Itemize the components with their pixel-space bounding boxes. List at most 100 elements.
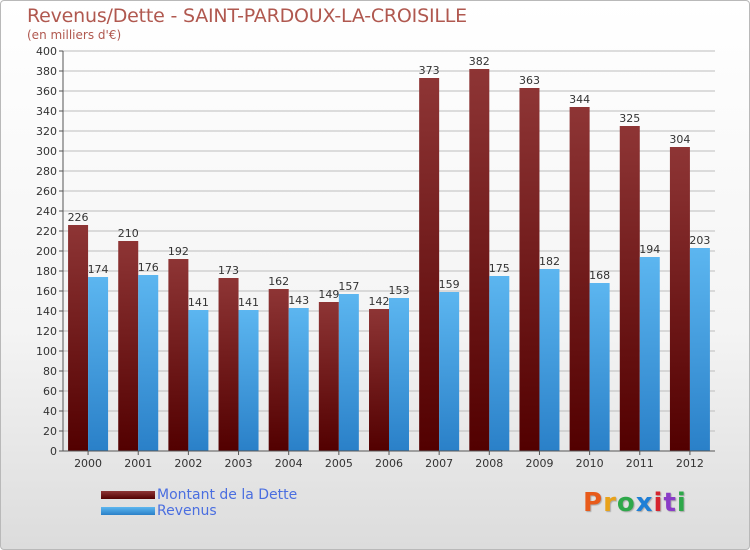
x-tick-label: 2000: [74, 457, 102, 470]
data-label-dette: 226: [68, 211, 89, 224]
data-label-dette: 382: [469, 55, 490, 68]
y-tick-label: 180: [36, 265, 57, 278]
bar-dette: [519, 88, 540, 451]
logo-letter: i: [653, 488, 664, 518]
y-tick-label: 100: [36, 345, 57, 358]
chart-subtitle: (en milliers d'€): [27, 28, 122, 42]
data-label-dette: 162: [268, 275, 289, 288]
y-tick-label: 80: [43, 365, 57, 378]
x-tick-label: 2011: [626, 457, 654, 470]
data-label-dette: 363: [519, 74, 540, 87]
bar-dette: [168, 259, 189, 451]
bar-dette: [469, 69, 490, 451]
data-label-dette: 325: [619, 112, 640, 125]
bar-dette: [669, 147, 690, 451]
logo-letter: r: [603, 488, 617, 518]
bar-revenus: [389, 298, 409, 451]
bar-revenus: [238, 310, 259, 451]
x-tick-label: 2003: [225, 457, 253, 470]
data-label-revenus: 203: [689, 234, 710, 247]
bar-revenus: [589, 283, 610, 451]
bar-revenus: [188, 310, 209, 451]
legend-swatch-debt: [101, 491, 155, 499]
y-tick-label: 160: [36, 285, 57, 298]
bar-revenus: [539, 269, 560, 451]
y-tick-label: 0: [50, 445, 57, 458]
logo-letter: P: [583, 488, 604, 518]
bar-revenus: [138, 275, 159, 451]
data-label-revenus: 153: [389, 284, 410, 297]
data-label-dette: 192: [168, 245, 189, 258]
data-label-revenus: 194: [639, 243, 660, 256]
data-label-revenus: 159: [439, 278, 460, 291]
data-label-dette: 304: [669, 133, 690, 146]
bar-dette: [369, 309, 389, 451]
bar-dette: [118, 241, 139, 451]
data-label-revenus: 157: [338, 280, 359, 293]
bar-revenus: [88, 277, 109, 451]
bar-dette: [619, 126, 640, 451]
x-tick-label: 2002: [174, 457, 202, 470]
data-label-revenus: 141: [188, 296, 209, 309]
y-tick-label: 60: [43, 385, 57, 398]
y-tick-label: 340: [36, 105, 57, 118]
data-label-revenus: 176: [138, 261, 159, 274]
bars: [68, 69, 710, 451]
proxiti-logo: Proxiti: [583, 488, 687, 518]
data-label-dette: 373: [419, 64, 440, 77]
y-tick-label: 360: [36, 85, 57, 98]
chart-title: Revenus/Dette - SAINT-PARDOUX-LA-CROISIL…: [27, 5, 467, 27]
logo-letter: i: [676, 488, 687, 518]
data-label-revenus: 175: [489, 262, 510, 275]
y-tick-label: 20: [43, 425, 57, 438]
bar-dette: [268, 289, 289, 451]
logo-letter: o: [616, 488, 636, 518]
x-tick-label: 2001: [124, 457, 152, 470]
logo-letter: x: [635, 488, 654, 518]
bar-revenus: [639, 257, 660, 451]
bar-revenus: [489, 276, 510, 451]
data-label-revenus: 143: [288, 294, 309, 307]
axes: [62, 51, 715, 452]
bar-dette: [569, 107, 590, 451]
x-axis-ticks: 2000 2001 2002 2003 2004 2005 2006 2007 2008 2009…: [74, 451, 704, 470]
y-tick-label: 400: [36, 45, 57, 58]
bar-revenus: [338, 294, 359, 451]
y-tick-label: 260: [36, 185, 57, 198]
y-axis-ticks: 0 20 40 60 80 100 120 140 160 180 200 220 240 260 280 3…: [36, 45, 63, 458]
x-tick-label: 2012: [676, 457, 704, 470]
y-tick-label: 200: [36, 245, 57, 258]
bar-revenus: [439, 292, 460, 451]
bar-dette: [318, 302, 339, 451]
data-label-dette: 149: [318, 288, 339, 301]
y-tick-label: 320: [36, 125, 57, 138]
x-tick-label: 2006: [375, 457, 403, 470]
y-tick-label: 140: [36, 305, 57, 318]
data-label-dette: 210: [118, 227, 139, 240]
data-label-revenus: 168: [589, 269, 610, 282]
data-label-dette: 173: [218, 264, 239, 277]
legend-label-revenus: Revenus: [157, 503, 217, 519]
data-label-revenus: 182: [539, 255, 560, 268]
x-tick-label: 2010: [576, 457, 604, 470]
bar-dette: [68, 225, 89, 451]
y-tick-label: 220: [36, 225, 57, 238]
y-tick-label: 120: [36, 325, 57, 338]
legend-swatch-revenus: [101, 507, 155, 515]
data-label-revenus: 174: [88, 263, 109, 276]
x-tick-label: 2009: [525, 457, 553, 470]
data-label-dette: 344: [569, 93, 590, 106]
x-tick-label: 2004: [275, 457, 303, 470]
data-label-revenus: 141: [238, 296, 259, 309]
bar-revenus: [689, 248, 710, 451]
bar-dette: [419, 78, 440, 451]
legend-label-debt: Montant de la Dette: [157, 487, 298, 503]
y-tick-label: 300: [36, 145, 57, 158]
x-tick-label: 2007: [425, 457, 453, 470]
logo-letter: t: [663, 488, 677, 518]
y-tick-label: 240: [36, 205, 57, 218]
bar-revenus: [288, 308, 309, 451]
